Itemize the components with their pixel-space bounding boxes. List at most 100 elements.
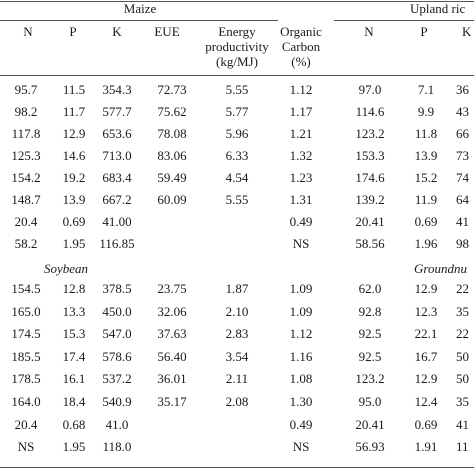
table-cell: 35 xyxy=(456,394,469,409)
table-cell: 1.09 xyxy=(289,303,313,319)
table-row: 164.0 18.4 540.9 35.17 2.08 1.30 95.0 12.4 35 xyxy=(0,392,474,412)
header-p-maize: P xyxy=(69,24,77,39)
table-cell: 5.77 xyxy=(225,104,249,119)
table-row: 20.4 0.68 41.0 0.49 20.41 0.69 41 xyxy=(0,415,474,435)
table-cell: 64 xyxy=(456,192,469,207)
table-cell: 154.2 xyxy=(11,170,41,185)
table-row: 165.0 13.3 450.0 32.06 2.10 1.09 92.8 12.3 35 xyxy=(0,302,474,322)
table-cell: 11.5 xyxy=(62,82,86,97)
table-cell: 92.5 xyxy=(358,348,382,364)
table-cell: 20.41 xyxy=(355,416,385,432)
header-energy-line3: (kg/MJ) xyxy=(216,54,258,69)
table-cell: 35 xyxy=(456,303,469,319)
table-cell: 1.31 xyxy=(289,192,313,207)
table-cell: 6.33 xyxy=(225,148,249,163)
table-cell: 36 xyxy=(456,82,469,97)
table-cell: 72.73 xyxy=(157,82,187,97)
table-cell: 19.2 xyxy=(62,170,86,185)
table-cell: 154.5 xyxy=(11,281,41,296)
table-cell: 83.06 xyxy=(157,148,187,163)
table-cell: 11.7 xyxy=(62,104,86,119)
upland-rice-group-rule xyxy=(334,20,474,21)
table-cell: 1.17 xyxy=(289,104,313,119)
table-row: 20.4 0.69 41.00 0.49 20.41 0.69 41 xyxy=(0,212,474,232)
table-cell: 450.0 xyxy=(102,303,132,319)
header-rule xyxy=(0,75,474,76)
table-cell: 139.2 xyxy=(355,192,385,207)
table-cell: 43 xyxy=(456,104,469,119)
table-cell: NS xyxy=(17,439,35,455)
table-cell: 116.85 xyxy=(99,236,135,251)
table-cell: 1.91 xyxy=(414,439,438,455)
table-cell: 2.08 xyxy=(225,394,249,409)
table-cell: 578.6 xyxy=(102,348,132,364)
table-cell: 32.06 xyxy=(157,303,187,319)
table-cell: 1.95 xyxy=(62,439,86,455)
table-cell: 2.11 xyxy=(225,371,249,387)
table-cell: 56.40 xyxy=(157,348,187,364)
table-cell: 1.21 xyxy=(289,126,313,141)
table-cell: 23.75 xyxy=(157,281,187,296)
header-energy-line2: productivity xyxy=(205,39,269,54)
table-cell: 174.6 xyxy=(355,170,385,185)
table-cell: 12.4 xyxy=(414,394,438,409)
header-energy-line1: Energy xyxy=(218,24,256,39)
table-cell: 20.4 xyxy=(14,416,38,432)
table-cell: 59.49 xyxy=(157,170,187,185)
table-cell: 0.49 xyxy=(289,214,313,229)
table-cell: 1.87 xyxy=(225,281,249,296)
table-cell: 667.2 xyxy=(102,192,132,207)
table-cell: 13.3 xyxy=(62,303,86,319)
table-cell: 17.4 xyxy=(62,348,86,364)
table-cell: 1.23 xyxy=(289,170,313,185)
table-row: 154.5 12.8 378.5 23.75 1.87 1.09 62.0 12.9 22 xyxy=(0,279,474,299)
table-cell: 41.0 xyxy=(105,416,129,432)
table-cell: 98.2 xyxy=(14,104,38,119)
table-cell: 123.2 xyxy=(355,371,385,387)
table-cell: 12.3 xyxy=(414,303,438,319)
table-cell: 16.7 xyxy=(414,348,438,364)
table-cell: 18.4 xyxy=(62,394,86,409)
table-cell: 1.12 xyxy=(289,326,313,342)
table-cell: 12.8 xyxy=(62,281,86,296)
table-cell: 36.01 xyxy=(157,371,187,387)
table-cell: 12.9 xyxy=(414,371,438,387)
table-cell: 60.09 xyxy=(157,192,187,207)
table-cell: 1.08 xyxy=(289,371,313,387)
table-cell: 35.17 xyxy=(157,394,187,409)
table-cell: 15.3 xyxy=(62,326,86,342)
table-row: 95.7 11.5 354.3 72.73 5.55 1.12 97.0 7.1 36 xyxy=(0,80,474,100)
table-row: 98.2 11.7 577.7 75.62 5.77 1.17 114.6 9.9 43 xyxy=(0,102,474,122)
table-cell: 11 xyxy=(456,439,469,455)
table-cell: 37.63 xyxy=(157,326,187,342)
table-cell: 1.16 xyxy=(289,348,313,364)
table-cell: 74 xyxy=(456,170,469,185)
table-cell: 92.5 xyxy=(358,326,382,342)
table-cell: 95.7 xyxy=(14,82,38,97)
table-cell: 3.54 xyxy=(225,348,249,364)
table-cell: 13.9 xyxy=(414,148,438,163)
table-cell: 683.4 xyxy=(102,170,132,185)
table-cell: 547.0 xyxy=(102,326,132,342)
table-cell: 148.7 xyxy=(11,192,41,207)
table-cell: 14.6 xyxy=(62,148,86,163)
header-k-upland-rice: K xyxy=(462,24,472,39)
table-cell: 118.0 xyxy=(102,439,132,455)
bottom-rule xyxy=(0,467,474,468)
table-cell: 653.6 xyxy=(102,126,132,141)
table-cell: 1.95 xyxy=(62,236,86,251)
table-row: 117.8 12.9 653.6 78.08 5.96 1.21 123.2 11.8 66 xyxy=(0,124,474,144)
table-cell: 5.55 xyxy=(225,192,249,207)
table-cell: 41.00 xyxy=(102,214,132,229)
table-cell: 1.12 xyxy=(289,82,313,97)
table-cell: 123.2 xyxy=(355,126,385,141)
table-cell: 41 xyxy=(456,214,469,229)
table-cell: 22 xyxy=(456,326,469,342)
table-cell: 1.09 xyxy=(289,281,313,296)
table-cell: 1.30 xyxy=(289,394,313,409)
table-cell: 0.68 xyxy=(62,416,86,432)
table-cell: 2.10 xyxy=(225,303,249,319)
group-title-maize: Maize xyxy=(123,1,157,16)
table-cell: 20.4 xyxy=(14,214,38,229)
table-cell: 50 xyxy=(456,348,469,364)
